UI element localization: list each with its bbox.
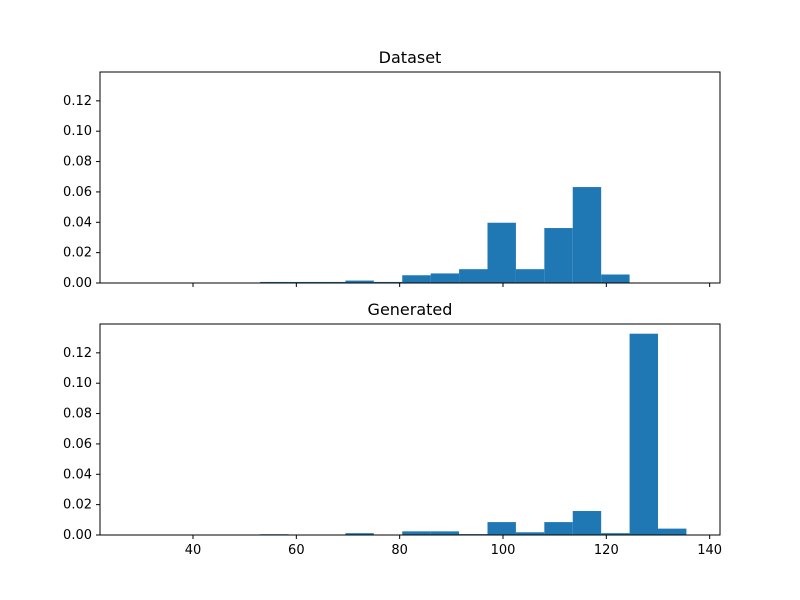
histogram-bar	[487, 522, 516, 535]
histogram-bar	[345, 280, 374, 283]
chart-panel-1: Dataset 0.00 0.02 0.04 0.06 0.08 0.10 0.12	[63, 48, 721, 291]
chart-title: Dataset	[379, 48, 442, 67]
y-tick-label: 0.06	[63, 437, 92, 452]
y-tick-label: 0.00	[63, 276, 92, 291]
y-tick-label: 0.02	[63, 498, 92, 513]
histogram-bar	[572, 187, 602, 283]
histogram-bar	[544, 522, 573, 535]
y-tick-label: 0.10	[63, 376, 92, 391]
histogram-bar	[515, 269, 545, 283]
histogram-bar	[658, 528, 687, 535]
histogram-bar	[515, 532, 545, 535]
histogram-bar	[601, 533, 630, 535]
histogram-bar	[402, 275, 431, 283]
histogram-bar	[345, 533, 374, 535]
histogram-bar	[430, 531, 460, 535]
histogram-bar	[544, 228, 573, 283]
y-tick-label: 0.12	[63, 94, 92, 109]
plot-area-frame	[99, 71, 721, 284]
x-tick-label: 120	[594, 543, 619, 558]
y-tick-label: 0.12	[63, 346, 92, 361]
x-tick-label: 40	[185, 543, 202, 558]
histogram-bar	[317, 281, 346, 283]
histogram-bar	[459, 269, 488, 283]
y-tick-label: 0.08	[63, 155, 92, 170]
histogram-bar	[629, 333, 658, 535]
plot-area-frame	[99, 323, 721, 536]
histogram-bar	[373, 281, 403, 283]
histogram-bar	[487, 222, 516, 283]
y-tick-label: 0.10	[63, 124, 92, 139]
y-tick-label: 0.04	[63, 215, 92, 230]
x-tick-label: 80	[391, 543, 408, 558]
x-tick-label: 100	[491, 543, 516, 558]
y-tick-label: 0.02	[63, 246, 92, 261]
histogram-bar	[288, 281, 317, 283]
x-tick-label: 60	[288, 543, 305, 558]
histogram-bar	[430, 273, 460, 283]
chart-panel-2: Generated 0.00 0.02 0.04 0.06 0.08 0.10 0.12 40 6…	[63, 300, 722, 558]
histogram-bar	[402, 531, 431, 535]
y-tick-label: 0.08	[63, 407, 92, 422]
y-tick-label: 0.04	[63, 467, 92, 482]
x-tick-label: 140	[697, 543, 722, 558]
histogram-bar	[601, 274, 630, 283]
histogram-bar	[260, 281, 289, 283]
histogram-bar	[572, 511, 602, 535]
y-tick-label: 0.00	[63, 528, 92, 543]
y-tick-label: 0.06	[63, 185, 92, 200]
chart-title: Generated	[368, 300, 453, 319]
